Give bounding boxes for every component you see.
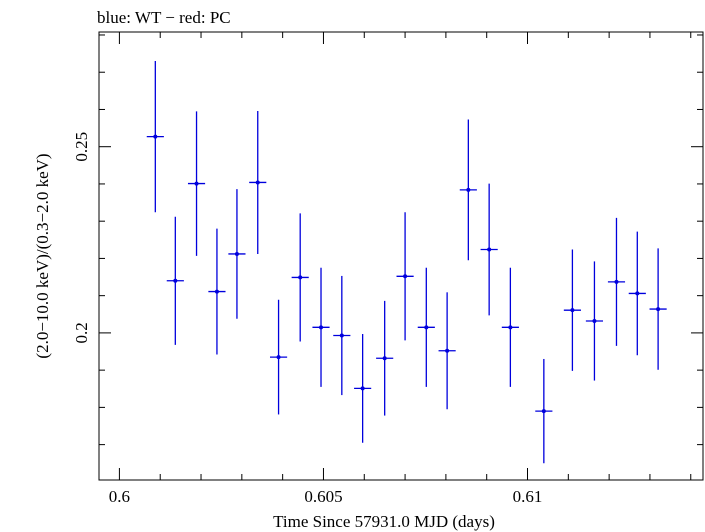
data-point xyxy=(438,292,456,410)
point-marker xyxy=(508,325,513,330)
data-point xyxy=(396,212,414,341)
point-marker xyxy=(173,278,178,283)
point-marker xyxy=(339,333,344,338)
point-marker xyxy=(153,134,158,139)
point-marker xyxy=(424,325,429,330)
data-point xyxy=(585,261,604,381)
y-tick-label: 0.2 xyxy=(72,322,91,343)
data-point xyxy=(333,275,351,396)
point-marker xyxy=(319,325,324,330)
chart-title: blue: WT − red: PC xyxy=(97,8,231,27)
data-point xyxy=(354,334,372,443)
data-point xyxy=(291,213,309,342)
data-point xyxy=(166,216,184,345)
point-marker xyxy=(214,289,219,294)
point-marker xyxy=(592,318,597,323)
data-point xyxy=(649,248,667,370)
point-marker xyxy=(360,386,365,391)
y-axis-label: (2.0−10.0 keV)/(0.3−2.0 keV) xyxy=(33,153,52,358)
point-marker xyxy=(466,187,471,192)
data-point xyxy=(376,300,394,416)
point-marker xyxy=(403,274,408,279)
point-marker xyxy=(445,348,450,353)
data-point xyxy=(187,111,206,256)
data-point xyxy=(208,228,226,355)
data-point xyxy=(249,110,267,254)
data-point xyxy=(607,217,626,346)
data-point xyxy=(269,299,288,415)
data-point xyxy=(501,267,519,387)
x-tick-label: 0.61 xyxy=(513,487,543,506)
x-axis-label: Time Since 57931.0 MJD (days) xyxy=(273,512,495,531)
data-point xyxy=(480,183,498,316)
point-marker xyxy=(255,180,260,185)
data-point xyxy=(417,267,435,387)
point-marker xyxy=(614,279,619,284)
x-tick-label: 0.6 xyxy=(109,487,130,506)
point-marker xyxy=(194,181,199,186)
point-marker xyxy=(234,251,239,256)
point-marker xyxy=(487,247,492,252)
data-points xyxy=(146,61,667,464)
data-point xyxy=(563,249,581,371)
data-point xyxy=(459,119,477,261)
data-point xyxy=(312,267,330,387)
data-point xyxy=(628,231,646,356)
point-marker xyxy=(298,275,303,280)
point-marker xyxy=(382,356,387,361)
x-tick-label: 0.605 xyxy=(304,487,342,506)
point-marker xyxy=(570,308,575,313)
point-marker xyxy=(635,291,640,296)
y-tick-label: 0.25 xyxy=(72,132,91,162)
point-marker xyxy=(656,307,661,312)
point-marker xyxy=(276,355,281,360)
point-marker xyxy=(541,409,546,414)
data-point xyxy=(228,189,246,319)
tick-labels: 0.6 0.605 0.61 0.2 0.25 xyxy=(72,132,542,506)
plot-frame xyxy=(98,31,704,481)
data-point xyxy=(146,61,164,213)
data-point xyxy=(535,358,553,464)
axis-ticks xyxy=(99,32,703,480)
